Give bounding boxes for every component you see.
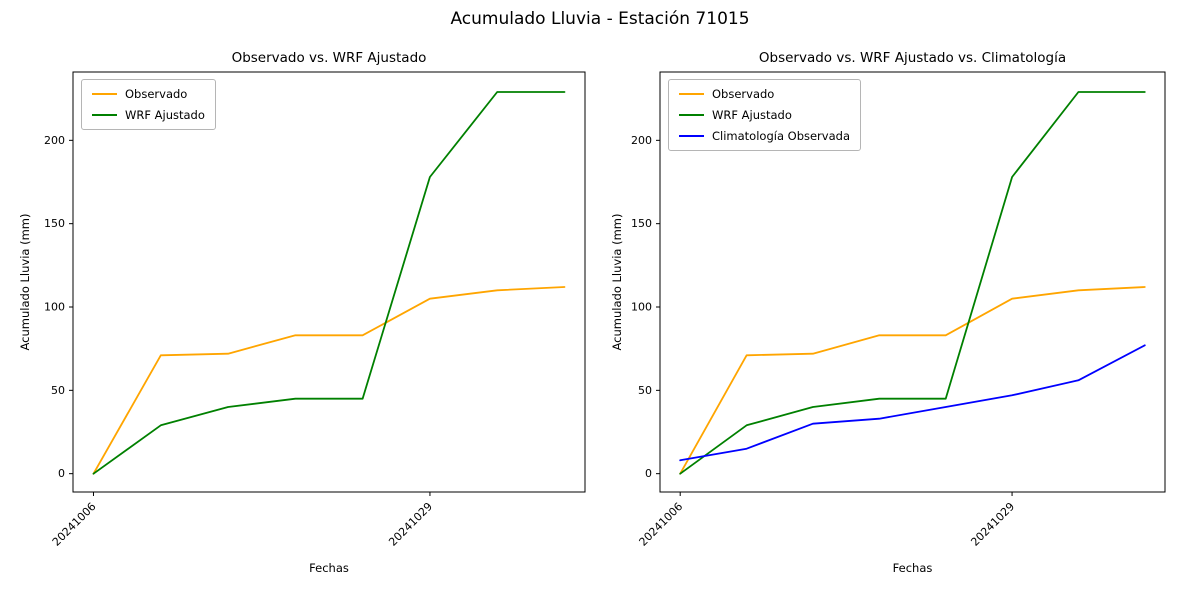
x-tick-label: 20241029 [386,500,435,549]
legend-line-swatch [92,93,117,95]
subplot-left-plot-area: 0 50 100 150 200 20241006 20241029 [44,71,586,549]
legend-label: Observado [125,87,188,101]
legend-label: WRF Ajustado [712,108,792,122]
subplot-left: Observado vs. WRF Ajustado Acumulado Llu… [18,50,586,575]
legend-entry-observado: Observado [92,87,205,101]
x-tick-label: 20241006 [637,500,686,549]
series-line-observado [679,286,1146,475]
legend-line-swatch [92,114,117,116]
legend-entry-climatologia-observada: Climatología Observada [679,129,850,143]
legend-entry-wrf-ajustado: WRF Ajustado [92,108,205,122]
subplot-right-plot-area: 0 50 100 150 200 20241006 20241029 [631,71,1166,549]
y-tick-label: 150 [44,217,65,230]
y-tick-label: 0 [645,467,652,480]
axes-frame [72,71,586,493]
subplot-right-xlabel: Fechas [892,561,933,575]
y-tick-label: 200 [631,134,652,147]
figure-title: Acumulado Lluvia - Estación 71015 [450,9,750,29]
axes-frame [659,71,1166,493]
legend-line-swatch [679,93,704,95]
x-tick-label: 20241006 [50,500,99,549]
subplot-left-title: Observado vs. WRF Ajustado [231,50,427,66]
subplot-right-legend: Observado WRF Ajustado Climatología Observ… [668,79,861,151]
y-tick-label: 50 [638,384,652,397]
series-line-wrf-ajustado [679,91,1146,475]
legend-line-swatch [679,114,704,116]
y-tick-label: 50 [51,384,65,397]
subplot-left-xlabel: Fechas [309,561,349,575]
legend-label: Observado [712,87,775,101]
subplot-right-title: Observado vs. WRF Ajustado vs. Climatolo… [758,50,1067,66]
legend-label: WRF Ajustado [125,108,205,122]
x-tick-label: 20241029 [968,500,1017,549]
subplot-right: Observado vs. WRF Ajustado vs. Climatolo… [600,0,1200,600]
legend-label: Climatología Observada [712,129,850,143]
y-tick-label: 150 [631,217,652,230]
subplot-left-legend: Observado WRF Ajustado [81,79,216,130]
y-tick-label: 100 [44,301,65,314]
y-tick-label: 200 [44,134,65,147]
series-line-observado [92,286,566,475]
legend-entry-wrf-ajustado: WRF Ajustado [679,108,850,122]
y-tick-label: 100 [631,301,652,314]
y-tick-label: 0 [58,467,65,480]
series-line-climatologia-observada [679,344,1146,462]
legend-line-swatch [679,135,704,137]
legend-entry-observado: Observado [679,87,850,101]
series-line-wrf-ajustado [92,91,566,475]
